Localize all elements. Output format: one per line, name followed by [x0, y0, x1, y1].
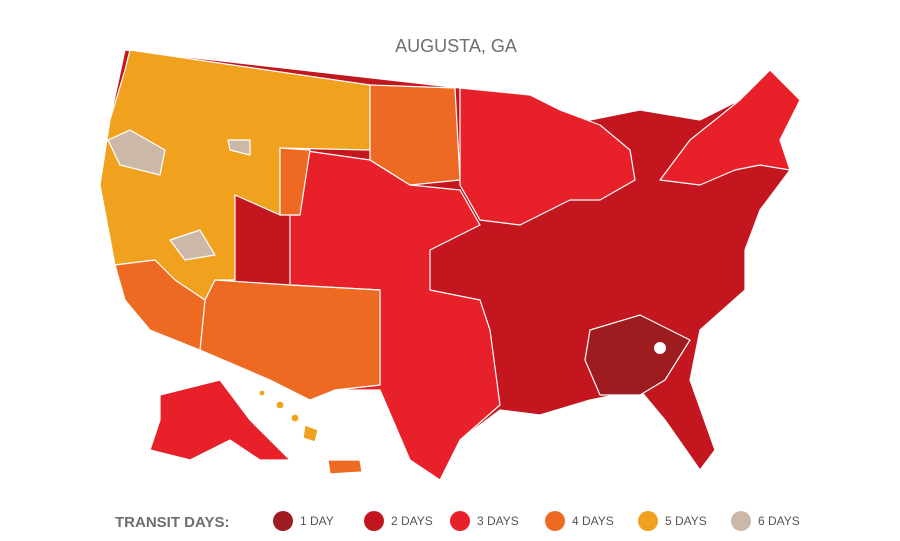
city-marker	[654, 342, 666, 354]
legend-label: 6 DAYS	[758, 514, 800, 528]
legend-title: TRANSIT DAYS:	[115, 514, 229, 531]
legend-label: 2 DAYS	[391, 514, 433, 528]
legend-label: 1 DAY	[300, 514, 334, 528]
legend-swatch	[273, 511, 293, 531]
legend-swatch	[450, 511, 470, 531]
alaska	[149, 379, 291, 461]
us-map	[99, 49, 801, 481]
hawaii	[302, 424, 319, 443]
region-4-days	[369, 84, 461, 186]
legend-label: 4 DAYS	[572, 514, 614, 528]
legend-swatch	[731, 511, 751, 531]
hawaii	[275, 400, 285, 410]
legend-swatch	[545, 511, 565, 531]
hawaii	[258, 389, 266, 397]
region-6-days	[107, 129, 166, 176]
region-3-days	[659, 69, 801, 186]
legend-swatch	[364, 511, 384, 531]
puerto-rico	[327, 459, 363, 475]
hawaii	[290, 413, 300, 423]
legend-label: 5 DAYS	[665, 514, 707, 528]
legend: 1 DAY 2 DAYS 3 DAYS 4 DAYS 5 DAYS 6 DAYS	[273, 511, 800, 531]
region-1-day	[584, 314, 691, 396]
legend-swatch	[638, 511, 658, 531]
region-3-days	[459, 87, 636, 226]
region-4-days	[114, 259, 206, 351]
region-6-days	[169, 229, 216, 261]
region-4-days	[279, 147, 311, 216]
map-title: AUGUSTA, GA	[395, 36, 517, 56]
region-4-days	[199, 279, 381, 401]
legend-label: 3 DAYS	[477, 514, 519, 528]
region-6-days	[227, 139, 251, 156]
